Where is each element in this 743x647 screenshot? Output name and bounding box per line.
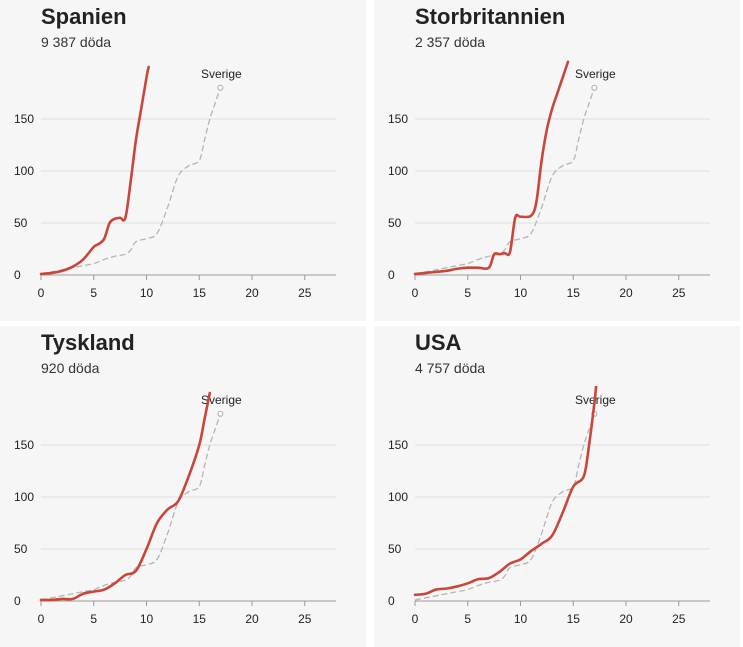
main-series-line (413, 386, 598, 597)
x-tick-label: 10 (140, 286, 154, 300)
reference-series-label: Sverige (575, 67, 616, 81)
x-tick-label: 5 (90, 286, 97, 300)
x-tick-label: 25 (672, 612, 686, 626)
x-tick-label: 20 (245, 286, 259, 300)
panel-usa: USA 4 757 döda 0 50 100 150 0 5 10 15 20 25 Sverig… (374, 326, 740, 647)
x-tick-label: 15 (567, 612, 581, 626)
reference-endpoint-marker (217, 410, 224, 417)
y-tick-label: 50 (14, 216, 28, 230)
panel-subtitle: 4 757 döda (415, 360, 486, 376)
y-tick-label: 150 (388, 438, 408, 452)
reference-series-line (414, 87, 595, 275)
x-tick-label: 0 (412, 286, 419, 300)
reference-series-label: Sverige (201, 393, 242, 407)
line-chart: 0 50 100 150 0 5 10 15 20 25 Sverige (388, 60, 710, 300)
panel-tyskland: Tyskland 920 döda 0 50 100 150 0 5 10 15 20 25 Sve… (0, 326, 366, 647)
y-tick-label: 100 (14, 490, 34, 504)
y-tick-label: 50 (388, 216, 402, 230)
x-tick-label: 15 (193, 612, 207, 626)
reference-series-line (40, 87, 221, 275)
y-tick-label: 100 (388, 490, 408, 504)
reference-endpoint-marker (591, 84, 598, 91)
reference-series-line (40, 413, 221, 601)
y-tick-label: 100 (388, 164, 408, 178)
x-tick-label: 15 (193, 286, 207, 300)
x-tick-label: 20 (245, 612, 259, 626)
line-chart: 0 50 100 150 0 5 10 15 20 25 Sverige (14, 391, 336, 626)
line-chart: 0 50 100 150 0 5 10 15 20 25 Sverige (14, 65, 336, 300)
x-tick-label: 5 (90, 612, 97, 626)
x-tick-label: 25 (672, 286, 686, 300)
y-tick-label: 0 (14, 268, 21, 282)
main-series-line (39, 65, 150, 276)
x-tick-label: 15 (567, 286, 581, 300)
y-tick-label: 0 (14, 594, 21, 608)
main-series-line (39, 391, 212, 602)
panel-storbritannien: Storbritannien 2 357 döda 0 50 100 150 0 5 10 1… (374, 0, 740, 321)
panel-subtitle: 2 357 döda (415, 34, 486, 50)
panel-subtitle: 9 387 döda (41, 34, 112, 50)
y-tick-label: 150 (14, 438, 34, 452)
x-tick-label: 0 (38, 286, 45, 300)
x-tick-label: 20 (619, 612, 633, 626)
y-tick-label: 50 (14, 542, 28, 556)
x-tick-label: 5 (464, 286, 471, 300)
reference-series-line (414, 413, 595, 601)
x-tick-label: 10 (514, 286, 528, 300)
x-tick-label: 25 (298, 612, 312, 626)
panel-subtitle: 920 döda (41, 360, 100, 376)
panel-title: Spanien (41, 4, 127, 29)
x-tick-label: 0 (38, 612, 45, 626)
x-tick-label: 0 (412, 612, 419, 626)
y-tick-label: 100 (14, 164, 34, 178)
x-tick-label: 25 (298, 286, 312, 300)
panel-title: USA (415, 330, 462, 355)
y-tick-label: 150 (14, 112, 34, 126)
x-tick-label: 10 (140, 612, 154, 626)
reference-series-label: Sverige (201, 67, 242, 81)
y-tick-label: 150 (388, 112, 408, 126)
panel-title: Storbritannien (415, 4, 566, 29)
x-tick-label: 20 (619, 286, 633, 300)
panel-title: Tyskland (41, 330, 135, 355)
y-tick-label: 50 (388, 542, 402, 556)
x-tick-label: 10 (514, 612, 528, 626)
reference-endpoint-marker (217, 84, 224, 91)
x-tick-label: 5 (464, 612, 471, 626)
y-tick-label: 0 (388, 268, 395, 282)
panel-spanien: Spanien 9 387 döda 0 50 100 150 0 5 10 15 20 25 Sv… (0, 0, 366, 321)
main-series-line (413, 60, 570, 276)
y-tick-label: 0 (388, 594, 395, 608)
